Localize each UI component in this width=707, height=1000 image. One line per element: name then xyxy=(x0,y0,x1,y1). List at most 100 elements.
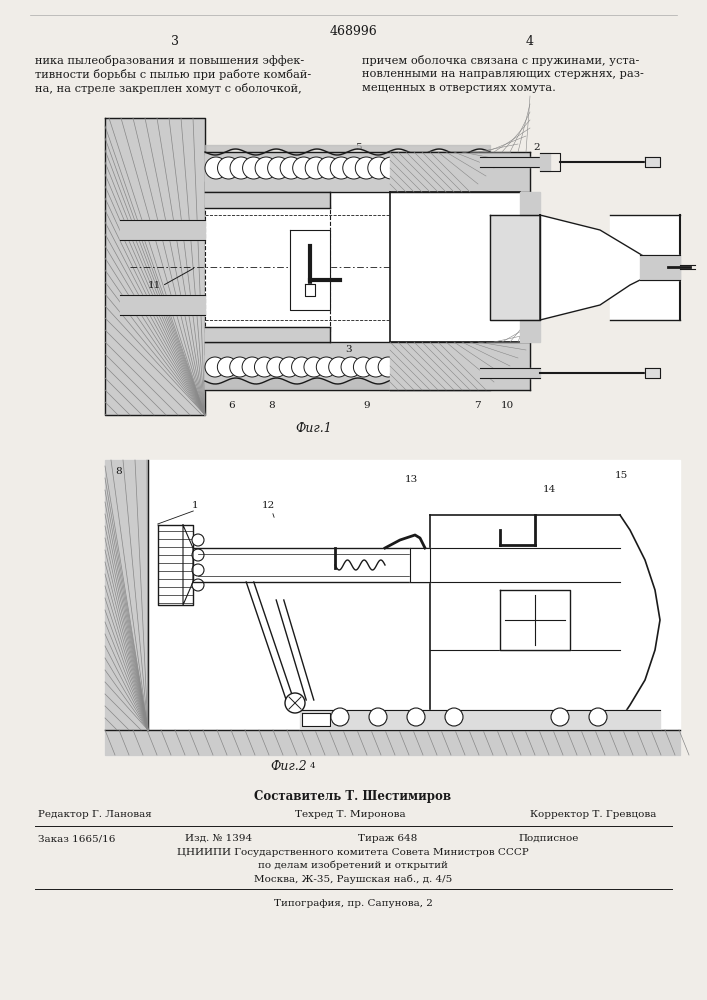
Circle shape xyxy=(356,157,378,179)
Circle shape xyxy=(205,157,227,179)
Circle shape xyxy=(354,357,373,377)
Polygon shape xyxy=(540,215,650,320)
Polygon shape xyxy=(540,153,550,171)
Text: 13: 13 xyxy=(405,476,419,485)
Text: Редактор Г. Лановая: Редактор Г. Лановая xyxy=(38,810,152,819)
Circle shape xyxy=(192,564,204,576)
Text: Составитель Т. Шестимиров: Составитель Т. Шестимиров xyxy=(255,790,452,803)
Polygon shape xyxy=(290,230,330,310)
Polygon shape xyxy=(105,730,680,755)
Polygon shape xyxy=(205,192,490,342)
Circle shape xyxy=(304,357,324,377)
Text: тивности борьбы с пылью при работе комбай-: тивности борьбы с пылью при работе комба… xyxy=(35,69,311,80)
Circle shape xyxy=(443,157,465,179)
Text: 2: 2 xyxy=(533,143,539,152)
Circle shape xyxy=(378,357,398,377)
Circle shape xyxy=(285,693,305,713)
Text: 8: 8 xyxy=(115,468,122,477)
Text: Типография, пр. Сапунова, 2: Типография, пр. Сапунова, 2 xyxy=(274,899,433,908)
Text: причем оболочка связана с пружинами, уста-: причем оболочка связана с пружинами, уст… xyxy=(362,55,639,66)
Circle shape xyxy=(255,357,274,377)
Text: Тираж 648: Тираж 648 xyxy=(358,834,417,843)
Text: 12: 12 xyxy=(262,500,275,510)
Text: 3: 3 xyxy=(345,346,351,355)
Polygon shape xyxy=(193,548,430,582)
Circle shape xyxy=(428,357,448,377)
Text: 3: 3 xyxy=(171,35,179,48)
Text: 11: 11 xyxy=(148,280,161,290)
Polygon shape xyxy=(205,342,490,390)
Circle shape xyxy=(415,357,436,377)
Circle shape xyxy=(331,708,349,726)
Polygon shape xyxy=(430,515,620,720)
Polygon shape xyxy=(390,192,520,342)
Circle shape xyxy=(267,357,287,377)
Circle shape xyxy=(317,157,340,179)
Text: 4: 4 xyxy=(310,762,315,770)
Circle shape xyxy=(316,357,337,377)
Circle shape xyxy=(405,157,427,179)
Text: 10: 10 xyxy=(501,401,514,410)
Polygon shape xyxy=(205,152,490,192)
Circle shape xyxy=(455,157,477,179)
Text: ЦНИИПИ Государственного комитета Совета Министров СССР: ЦНИИПИ Государственного комитета Совета … xyxy=(177,848,529,857)
Polygon shape xyxy=(520,192,540,215)
Circle shape xyxy=(369,708,387,726)
Circle shape xyxy=(192,579,204,591)
Circle shape xyxy=(431,157,452,179)
Circle shape xyxy=(380,157,402,179)
Text: 4: 4 xyxy=(310,367,317,376)
Circle shape xyxy=(192,549,204,561)
Circle shape xyxy=(205,357,225,377)
Text: Москва, Ж-35, Раушская наб., д. 4/5: Москва, Ж-35, Раушская наб., д. 4/5 xyxy=(254,874,452,884)
Polygon shape xyxy=(105,460,148,730)
Circle shape xyxy=(329,357,349,377)
Text: Подписное: Подписное xyxy=(518,834,578,843)
Text: Техред Т. Миронова: Техред Т. Миронова xyxy=(295,810,406,819)
Polygon shape xyxy=(520,320,540,342)
Polygon shape xyxy=(120,220,205,240)
Polygon shape xyxy=(205,192,330,208)
Circle shape xyxy=(343,157,365,179)
Polygon shape xyxy=(205,355,460,379)
Polygon shape xyxy=(500,590,570,650)
Circle shape xyxy=(291,357,312,377)
Polygon shape xyxy=(490,215,540,320)
Text: 15: 15 xyxy=(615,471,629,480)
Circle shape xyxy=(192,534,204,546)
Text: 7: 7 xyxy=(474,401,481,410)
Polygon shape xyxy=(480,368,540,378)
Circle shape xyxy=(243,157,264,179)
Circle shape xyxy=(390,357,411,377)
Text: 5: 5 xyxy=(355,143,361,152)
Circle shape xyxy=(403,357,423,377)
Circle shape xyxy=(217,357,238,377)
Polygon shape xyxy=(645,157,660,167)
Text: Фиг.1: Фиг.1 xyxy=(295,422,332,435)
Circle shape xyxy=(468,157,490,179)
Text: мещенных в отверстиях хомута.: мещенных в отверстиях хомута. xyxy=(362,83,556,93)
Circle shape xyxy=(255,157,277,179)
Circle shape xyxy=(293,157,315,179)
Circle shape xyxy=(305,157,327,179)
Circle shape xyxy=(230,157,252,179)
Polygon shape xyxy=(640,255,680,280)
Text: 8: 8 xyxy=(268,401,274,410)
Polygon shape xyxy=(410,548,430,582)
Circle shape xyxy=(280,157,302,179)
Text: новленными на направляющих стержнях, раз-: новленными на направляющих стержнях, раз… xyxy=(362,69,644,79)
Circle shape xyxy=(242,357,262,377)
Polygon shape xyxy=(300,710,660,730)
Text: 1: 1 xyxy=(676,262,683,271)
Polygon shape xyxy=(205,327,330,342)
Text: Заказ 1665/16: Заказ 1665/16 xyxy=(38,834,115,843)
Circle shape xyxy=(589,708,607,726)
Text: 1: 1 xyxy=(192,500,199,510)
Circle shape xyxy=(368,157,390,179)
Text: 4: 4 xyxy=(526,35,534,48)
Polygon shape xyxy=(305,284,315,296)
Polygon shape xyxy=(120,295,205,315)
Circle shape xyxy=(366,357,386,377)
Polygon shape xyxy=(158,525,193,605)
Text: на, на стреле закреплен хомут с оболочкой,: на, на стреле закреплен хомут с оболочко… xyxy=(35,83,302,94)
